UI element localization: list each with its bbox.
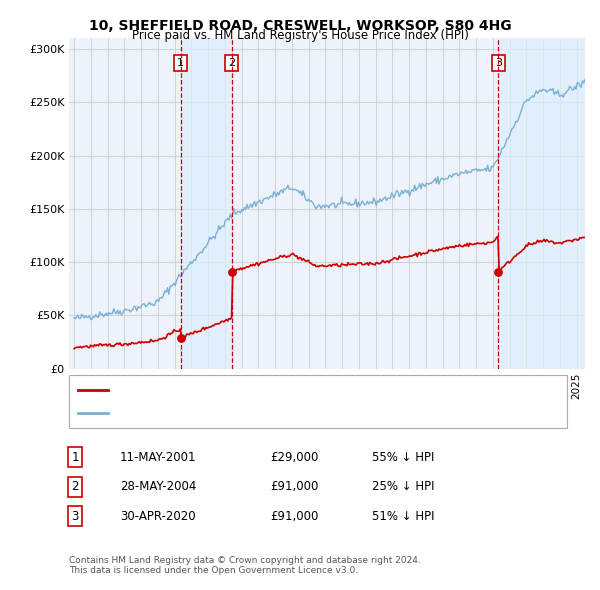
Text: £91,000: £91,000 [270, 480, 319, 493]
Text: 55% ↓ HPI: 55% ↓ HPI [372, 451, 434, 464]
Text: £91,000: £91,000 [270, 510, 319, 523]
Point [494, 267, 503, 277]
Text: 2: 2 [228, 58, 235, 68]
Text: This data is licensed under the Open Government Licence v3.0.: This data is licensed under the Open Gov… [69, 566, 358, 575]
Point [227, 267, 236, 277]
Text: 1: 1 [71, 451, 79, 464]
Text: 10, SHEFFIELD ROAD, CRESWELL, WORKSOP, S80 4HG: 10, SHEFFIELD ROAD, CRESWELL, WORKSOP, S… [89, 19, 511, 34]
Text: 10, SHEFFIELD ROAD, CRESWELL, WORKSOP, S80 4HG (detached house): 10, SHEFFIELD ROAD, CRESWELL, WORKSOP, S… [114, 385, 493, 395]
Text: Price paid vs. HM Land Registry's House Price Index (HPI): Price paid vs. HM Land Registry's House … [131, 30, 469, 42]
Text: 3: 3 [71, 510, 79, 523]
Text: 2: 2 [71, 480, 79, 493]
Text: 3: 3 [495, 58, 502, 68]
Text: £29,000: £29,000 [270, 451, 319, 464]
Text: Contains HM Land Registry data © Crown copyright and database right 2024.: Contains HM Land Registry data © Crown c… [69, 556, 421, 565]
Point [176, 333, 185, 343]
Bar [181, 38, 232, 369]
Text: 28-MAY-2004: 28-MAY-2004 [120, 480, 196, 493]
Text: 11-MAY-2001: 11-MAY-2001 [120, 451, 197, 464]
Text: 30-APR-2020: 30-APR-2020 [120, 510, 196, 523]
Text: 1: 1 [177, 58, 184, 68]
Text: 25% ↓ HPI: 25% ↓ HPI [372, 480, 434, 493]
Text: HPI: Average price, detached house, Bolsover: HPI: Average price, detached house, Bols… [114, 408, 352, 418]
Text: 51% ↓ HPI: 51% ↓ HPI [372, 510, 434, 523]
Bar [499, 38, 585, 369]
